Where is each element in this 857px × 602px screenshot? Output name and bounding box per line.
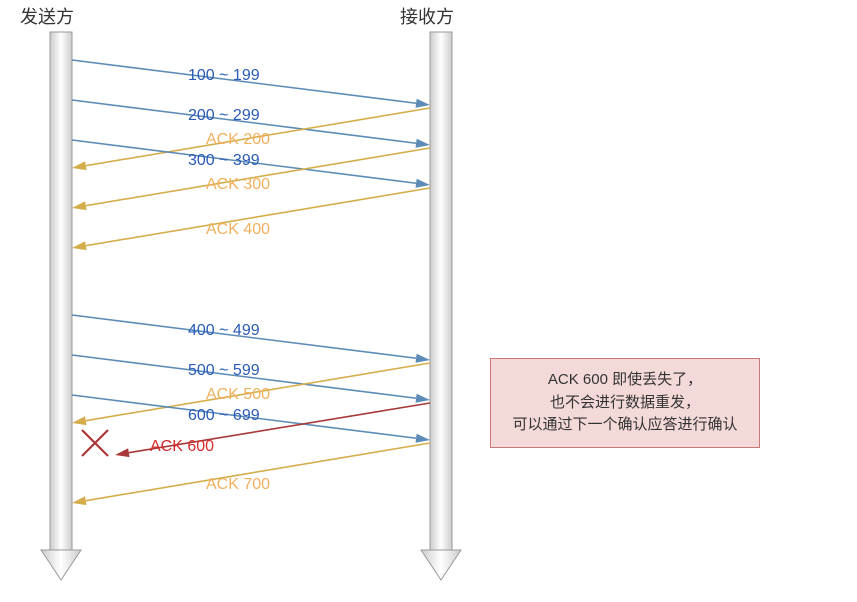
ack-label: ACK 200 xyxy=(206,131,270,149)
ack-label: ACK 700 xyxy=(206,476,270,494)
annotation-line1: ACK 600 即使丢失了， xyxy=(501,369,749,392)
annotation-box: ACK 600 即使丢失了， 也不会进行数据重发， 可以通过下一个确认应答进行确… xyxy=(490,358,760,448)
send-label: 300 ~ 399 xyxy=(188,152,260,170)
send-label: 600 ~ 699 xyxy=(188,407,260,425)
send-label: 400 ~ 499 xyxy=(188,322,260,340)
send-label: 200 ~ 299 xyxy=(188,107,260,125)
lost-label: ACK 600 xyxy=(150,438,214,456)
annotation-line3: 可以通过下一个确认应答进行确认 xyxy=(501,414,749,437)
receiver-label: 接收方 xyxy=(400,3,454,29)
ack-label: ACK 400 xyxy=(206,221,270,239)
send-label: 500 ~ 599 xyxy=(188,362,260,380)
ack-label: ACK 300 xyxy=(206,176,270,194)
annotation-line2: 也不会进行数据重发， xyxy=(501,392,749,415)
diagram-container: 发送方 接收方 100 ~ 199 200 ~ 299 ACK 200 300 ~ 3… xyxy=(0,0,857,602)
sender-label: 发送方 xyxy=(20,3,74,29)
timeline-svg xyxy=(0,0,857,602)
send-label: 100 ~ 199 xyxy=(188,67,260,85)
ack-label: ACK 500 xyxy=(206,386,270,404)
